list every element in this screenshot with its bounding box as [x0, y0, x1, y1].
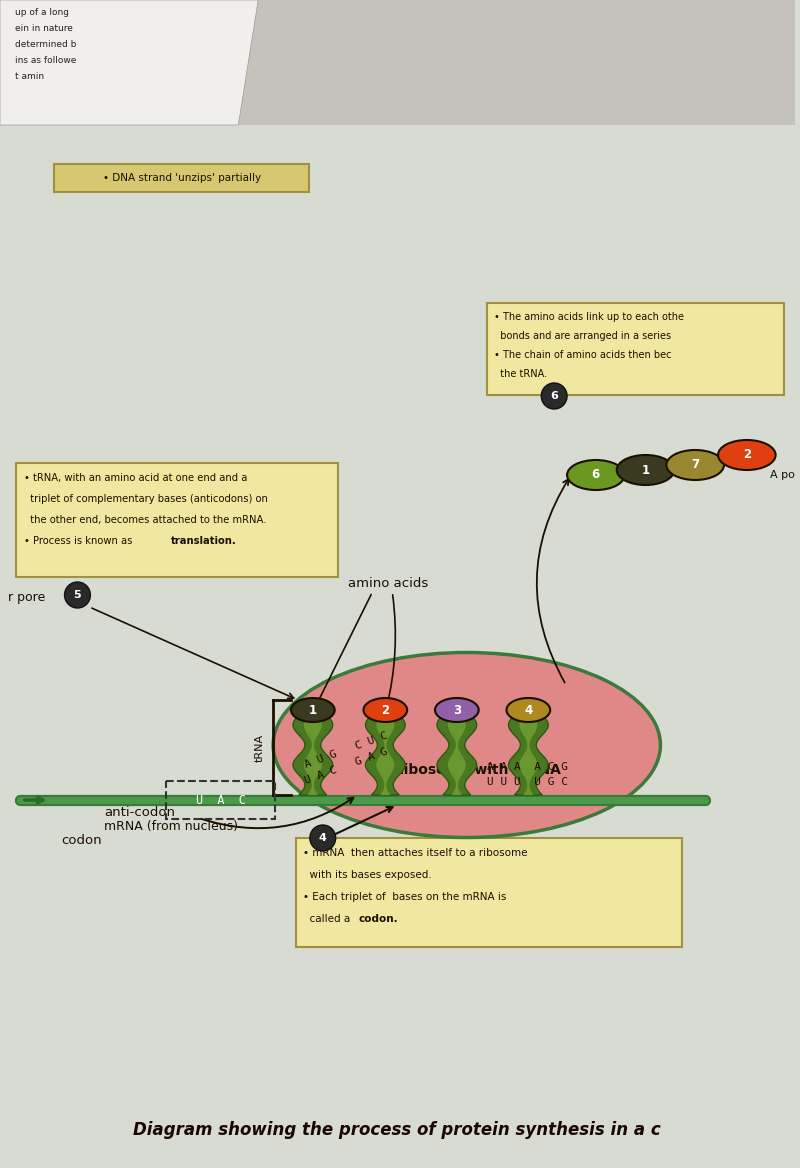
- Text: 1: 1: [642, 464, 650, 477]
- Polygon shape: [293, 715, 333, 795]
- Text: the other end, becomes attached to the mRNA.: the other end, becomes attached to the m…: [24, 515, 266, 524]
- FancyBboxPatch shape: [486, 303, 783, 395]
- Text: the tRNA.: the tRNA.: [494, 369, 546, 378]
- Text: 4: 4: [524, 703, 533, 716]
- Circle shape: [310, 825, 336, 851]
- Text: A A A  A C G: A A A A C G: [486, 762, 568, 772]
- Text: 1: 1: [309, 703, 317, 716]
- Text: • The amino acids link up to each othe: • The amino acids link up to each othe: [494, 312, 683, 322]
- Text: U U U  U G C: U U U U G C: [486, 777, 568, 787]
- Text: translation.: translation.: [171, 536, 237, 545]
- Text: called a: called a: [303, 915, 354, 924]
- Text: • DNA strand 'unzips' partially: • DNA strand 'unzips' partially: [102, 173, 261, 183]
- Text: U A C   G A G: U A C G A G: [303, 746, 389, 786]
- Text: codon.: codon.: [358, 915, 398, 924]
- Polygon shape: [304, 715, 322, 795]
- Ellipse shape: [617, 456, 674, 485]
- Text: amino acids: amino acids: [347, 577, 428, 590]
- Ellipse shape: [435, 698, 478, 722]
- Ellipse shape: [506, 698, 550, 722]
- Text: 4: 4: [319, 833, 326, 843]
- Text: 6: 6: [592, 468, 600, 481]
- Text: 2: 2: [742, 449, 751, 461]
- Polygon shape: [519, 715, 538, 795]
- Text: tRNA: tRNA: [255, 734, 265, 762]
- Text: • Each triplet of  bases on the mRNA is: • Each triplet of bases on the mRNA is: [303, 892, 506, 902]
- Text: • tRNA, with an amino acid at one end and a: • tRNA, with an amino acid at one end an…: [24, 473, 247, 484]
- Polygon shape: [509, 715, 548, 795]
- Ellipse shape: [718, 440, 776, 470]
- Text: 3: 3: [453, 703, 461, 716]
- Polygon shape: [0, 0, 258, 125]
- Ellipse shape: [273, 653, 661, 837]
- Ellipse shape: [363, 698, 407, 722]
- Polygon shape: [448, 715, 466, 795]
- FancyBboxPatch shape: [54, 164, 309, 192]
- Text: up of a long
ein in nature
determined b
ins as followe
t amin: up of a long ein in nature determined b …: [15, 8, 76, 81]
- Text: • mRNA  then attaches itself to a ribosome: • mRNA then attaches itself to a ribosom…: [303, 848, 527, 858]
- Ellipse shape: [567, 460, 625, 491]
- Circle shape: [65, 582, 90, 609]
- Text: 5: 5: [74, 590, 82, 600]
- Text: 2: 2: [382, 703, 390, 716]
- Text: codon: codon: [62, 834, 102, 847]
- Text: bonds and are arranged in a series: bonds and are arranged in a series: [494, 331, 670, 341]
- FancyBboxPatch shape: [296, 837, 682, 947]
- Circle shape: [542, 383, 567, 409]
- Text: U  A  C: U A C: [195, 793, 246, 806]
- Polygon shape: [376, 715, 394, 795]
- Text: • The chain of amino acids then bec: • The chain of amino acids then bec: [494, 350, 671, 360]
- Text: r pore: r pore: [8, 591, 45, 605]
- Text: 6: 6: [550, 391, 558, 401]
- Text: with its bases exposed.: with its bases exposed.: [303, 870, 432, 880]
- Bar: [0, 0, 794, 125]
- Text: Ribosome with mRNA: Ribosome with mRNA: [393, 763, 561, 777]
- FancyBboxPatch shape: [16, 463, 338, 577]
- Polygon shape: [437, 715, 477, 795]
- Polygon shape: [366, 715, 405, 795]
- Text: A po: A po: [770, 470, 794, 480]
- Text: triplet of complementary bases (anticodons) on: triplet of complementary bases (anticodo…: [24, 494, 268, 505]
- Text: 7: 7: [691, 459, 699, 472]
- Text: • Process is known as: • Process is known as: [24, 536, 135, 545]
- Ellipse shape: [666, 450, 724, 480]
- Ellipse shape: [291, 698, 334, 722]
- Text: A U G   C U C: A U G C U C: [303, 731, 389, 770]
- Text: anti-codon: anti-codon: [104, 806, 175, 819]
- Text: mRNA (from nucleus): mRNA (from nucleus): [104, 820, 238, 833]
- Text: Diagram showing the process of protein synthesis in a c: Diagram showing the process of protein s…: [134, 1121, 661, 1139]
